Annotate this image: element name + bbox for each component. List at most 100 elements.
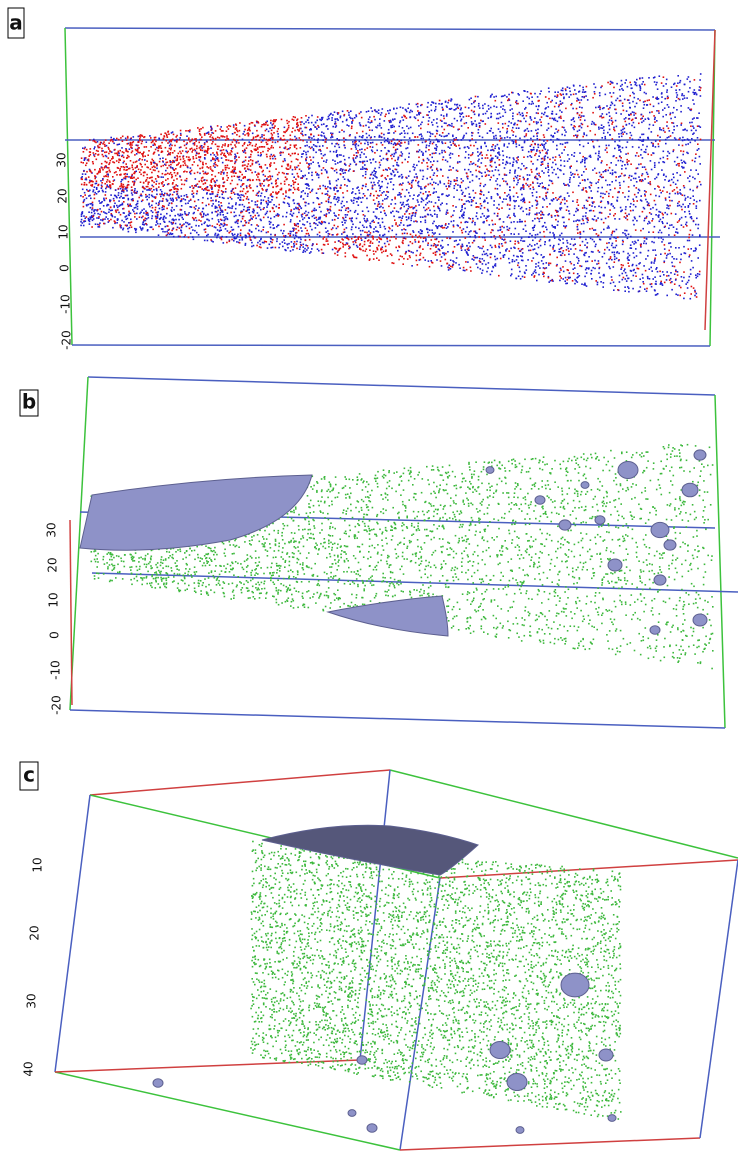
atom <box>529 201 531 203</box>
atom <box>279 243 281 245</box>
atom <box>551 167 553 169</box>
atom <box>348 157 350 159</box>
atom <box>337 156 339 158</box>
atom <box>534 271 536 273</box>
atom <box>538 175 540 177</box>
atom <box>228 232 230 234</box>
atom <box>294 189 296 191</box>
atom <box>188 200 190 202</box>
atom <box>205 228 207 230</box>
atom <box>360 197 362 199</box>
atom <box>234 144 236 146</box>
atom <box>402 216 404 218</box>
atom <box>464 195 466 197</box>
atom <box>547 171 549 173</box>
atom <box>490 253 492 255</box>
atom <box>486 253 488 255</box>
atom <box>394 153 396 155</box>
atom <box>106 213 108 215</box>
atom <box>621 136 623 138</box>
atom <box>533 189 535 191</box>
atom <box>663 130 665 132</box>
atom <box>687 287 689 289</box>
atom <box>403 224 405 226</box>
atom <box>547 140 549 142</box>
atom <box>412 236 414 238</box>
atom <box>447 102 449 104</box>
atom <box>695 157 697 159</box>
atom <box>647 276 649 278</box>
atom <box>669 253 671 255</box>
atom <box>465 188 467 190</box>
atom <box>317 125 319 127</box>
atom <box>294 241 296 243</box>
atom <box>217 137 219 139</box>
atom <box>399 155 401 157</box>
atom <box>658 112 660 114</box>
atom <box>269 156 271 158</box>
atom <box>336 150 338 152</box>
atom <box>504 109 506 111</box>
atom <box>666 191 668 193</box>
atom <box>661 129 663 131</box>
points <box>80 73 714 1120</box>
atom <box>257 173 259 175</box>
atom <box>275 119 277 121</box>
atom <box>520 114 522 116</box>
atom <box>333 151 335 153</box>
atom <box>487 170 489 172</box>
atom <box>201 136 203 138</box>
atom <box>600 281 602 283</box>
atom <box>378 136 380 138</box>
atom <box>668 234 670 236</box>
atom <box>435 136 437 138</box>
atom <box>674 189 676 191</box>
atom <box>189 228 191 230</box>
atom <box>524 272 526 274</box>
atom <box>495 135 497 137</box>
atom <box>562 87 564 89</box>
atom <box>553 135 555 137</box>
atom <box>584 179 586 181</box>
atom <box>657 271 659 273</box>
atom <box>218 172 220 174</box>
atom <box>376 177 378 179</box>
atom <box>337 217 339 219</box>
atom <box>82 196 84 198</box>
atom <box>105 188 107 190</box>
atom <box>685 283 687 285</box>
atom <box>133 177 135 179</box>
atom <box>435 191 437 193</box>
atom <box>629 123 631 125</box>
atom <box>651 169 653 171</box>
atom <box>284 127 286 129</box>
atom <box>648 99 650 101</box>
atom <box>368 211 370 213</box>
atom <box>674 161 676 163</box>
atom <box>435 109 437 111</box>
atom <box>633 112 635 114</box>
atom <box>534 218 536 220</box>
atom <box>582 156 584 158</box>
atom <box>643 134 645 136</box>
atom <box>644 84 646 86</box>
atom <box>342 243 344 245</box>
atom <box>609 115 611 117</box>
atom <box>121 191 123 193</box>
atom <box>264 146 266 148</box>
atom <box>635 229 637 231</box>
atom <box>128 222 130 224</box>
atom <box>509 109 511 111</box>
atom <box>361 188 363 190</box>
atom <box>246 133 248 135</box>
atom <box>238 142 240 144</box>
atom <box>499 174 501 176</box>
atom <box>390 212 392 214</box>
atom <box>228 160 230 162</box>
atom <box>227 212 229 214</box>
atom <box>356 245 358 247</box>
atom <box>393 165 395 167</box>
atom <box>252 211 254 213</box>
atom <box>198 142 200 144</box>
atom <box>268 197 270 199</box>
